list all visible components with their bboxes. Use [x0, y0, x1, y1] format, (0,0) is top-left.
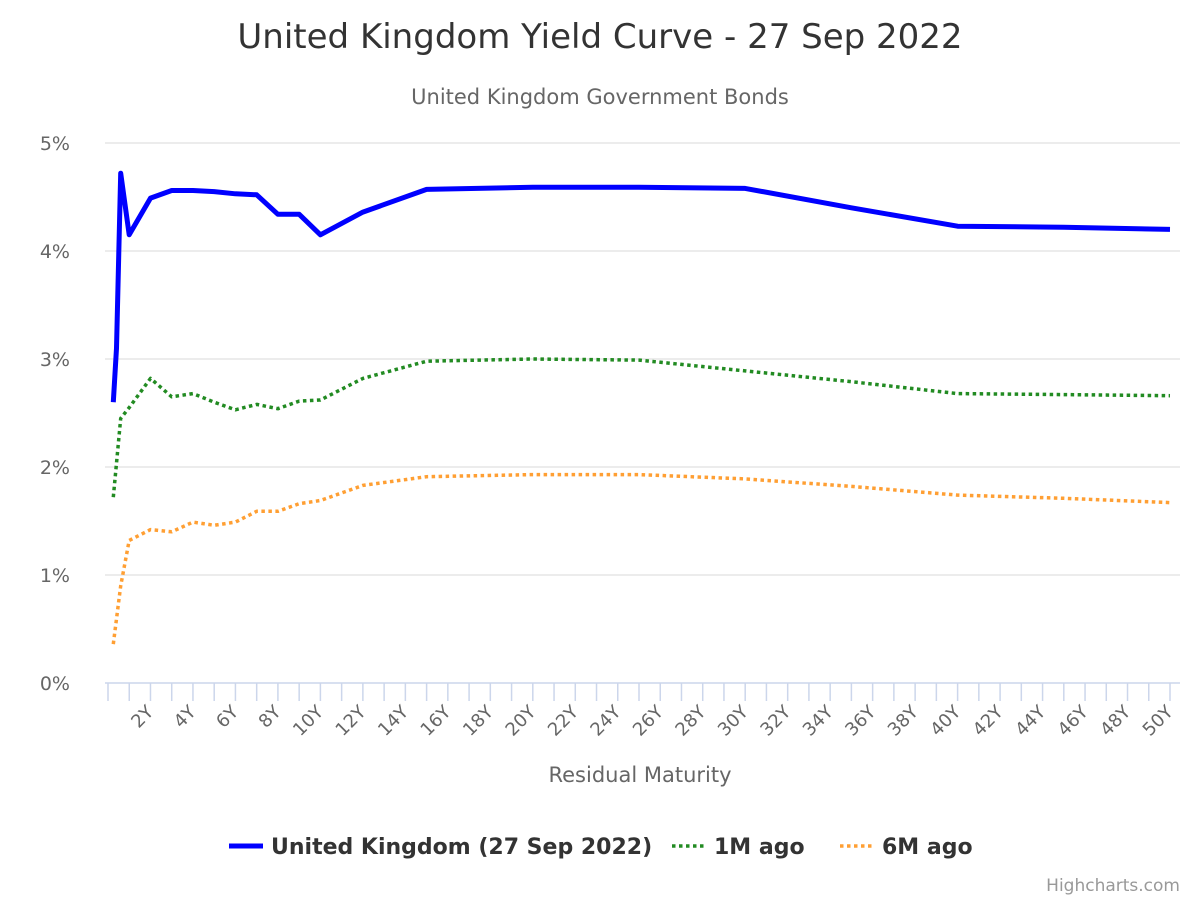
x-tick-label: 16Y — [417, 701, 457, 741]
x-tick-label: 6Y — [212, 701, 243, 732]
x-tick-label: 22Y — [544, 701, 584, 741]
x-tick-label: 40Y — [926, 701, 966, 741]
y-tick-label: 3% — [40, 349, 70, 371]
x-tick-label: 48Y — [1096, 701, 1136, 741]
x-tick-label: 26Y — [629, 701, 669, 741]
x-tick-label: 14Y — [374, 701, 414, 741]
legend-label: 1M ago — [714, 835, 805, 860]
series-line-0[interactable] — [110, 170, 1171, 403]
x-tick-label: 42Y — [969, 701, 1009, 741]
legend-item-2[interactable]: 6M ago — [840, 835, 973, 860]
x-tick-label: 28Y — [671, 701, 711, 741]
x-tick-label: 38Y — [884, 701, 924, 741]
chart-title: United Kingdom Yield Curve - 27 Sep 2022 — [237, 17, 962, 57]
x-tick-label: 36Y — [841, 701, 881, 741]
legend: United Kingdom (27 Sep 2022) 1M ago 6M ago — [229, 835, 973, 860]
x-tick-label: 18Y — [459, 701, 499, 741]
x-tick-label: 24Y — [586, 701, 626, 741]
credits-link[interactable]: Highcharts.com — [1046, 876, 1180, 896]
x-tick-label: 12Y — [332, 701, 372, 741]
x-tick-label: 10Y — [289, 701, 329, 741]
legend-label: 6M ago — [882, 835, 973, 860]
x-tick-label: 20Y — [502, 701, 542, 741]
chart-subtitle: United Kingdom Government Bonds — [411, 85, 789, 109]
legend-item-1[interactable]: 1M ago — [672, 835, 805, 860]
x-tick-label: 30Y — [714, 701, 754, 741]
y-tick-label: 4% — [40, 241, 70, 263]
axis-layer: 0% 1% 2% 3% 4% 5% 2Y 4Y 6Y 8Y 10Y 12Y 14Y 16Y 18Y 20Y 22… — [40, 133, 1180, 741]
x-tick-label: 4Y — [170, 701, 201, 732]
series-layer — [110, 170, 1171, 645]
y-tick-label: 0% — [40, 673, 70, 695]
y-tick-label: 1% — [40, 565, 70, 587]
x-tick-label: 44Y — [1011, 701, 1051, 741]
legend-item-0[interactable]: United Kingdom (27 Sep 2022) — [229, 835, 652, 860]
series-line-1[interactable] — [111, 357, 1171, 498]
x-tick-label: 50Y — [1139, 701, 1179, 741]
x-axis-title: Residual Maturity — [548, 763, 731, 787]
grid-layer — [105, 142, 1180, 576]
y-tick-label: 5% — [40, 133, 70, 155]
legend-label: United Kingdom (27 Sep 2022) — [271, 835, 652, 860]
series-line-2[interactable] — [111, 472, 1171, 645]
x-tick-label: 46Y — [1054, 701, 1094, 741]
x-tick-label: 2Y — [127, 701, 158, 732]
y-tick-label: 2% — [40, 457, 70, 479]
x-tick-label: 8Y — [255, 701, 286, 732]
x-tick-label: 34Y — [799, 701, 839, 741]
x-tick-label: 32Y — [756, 701, 796, 741]
